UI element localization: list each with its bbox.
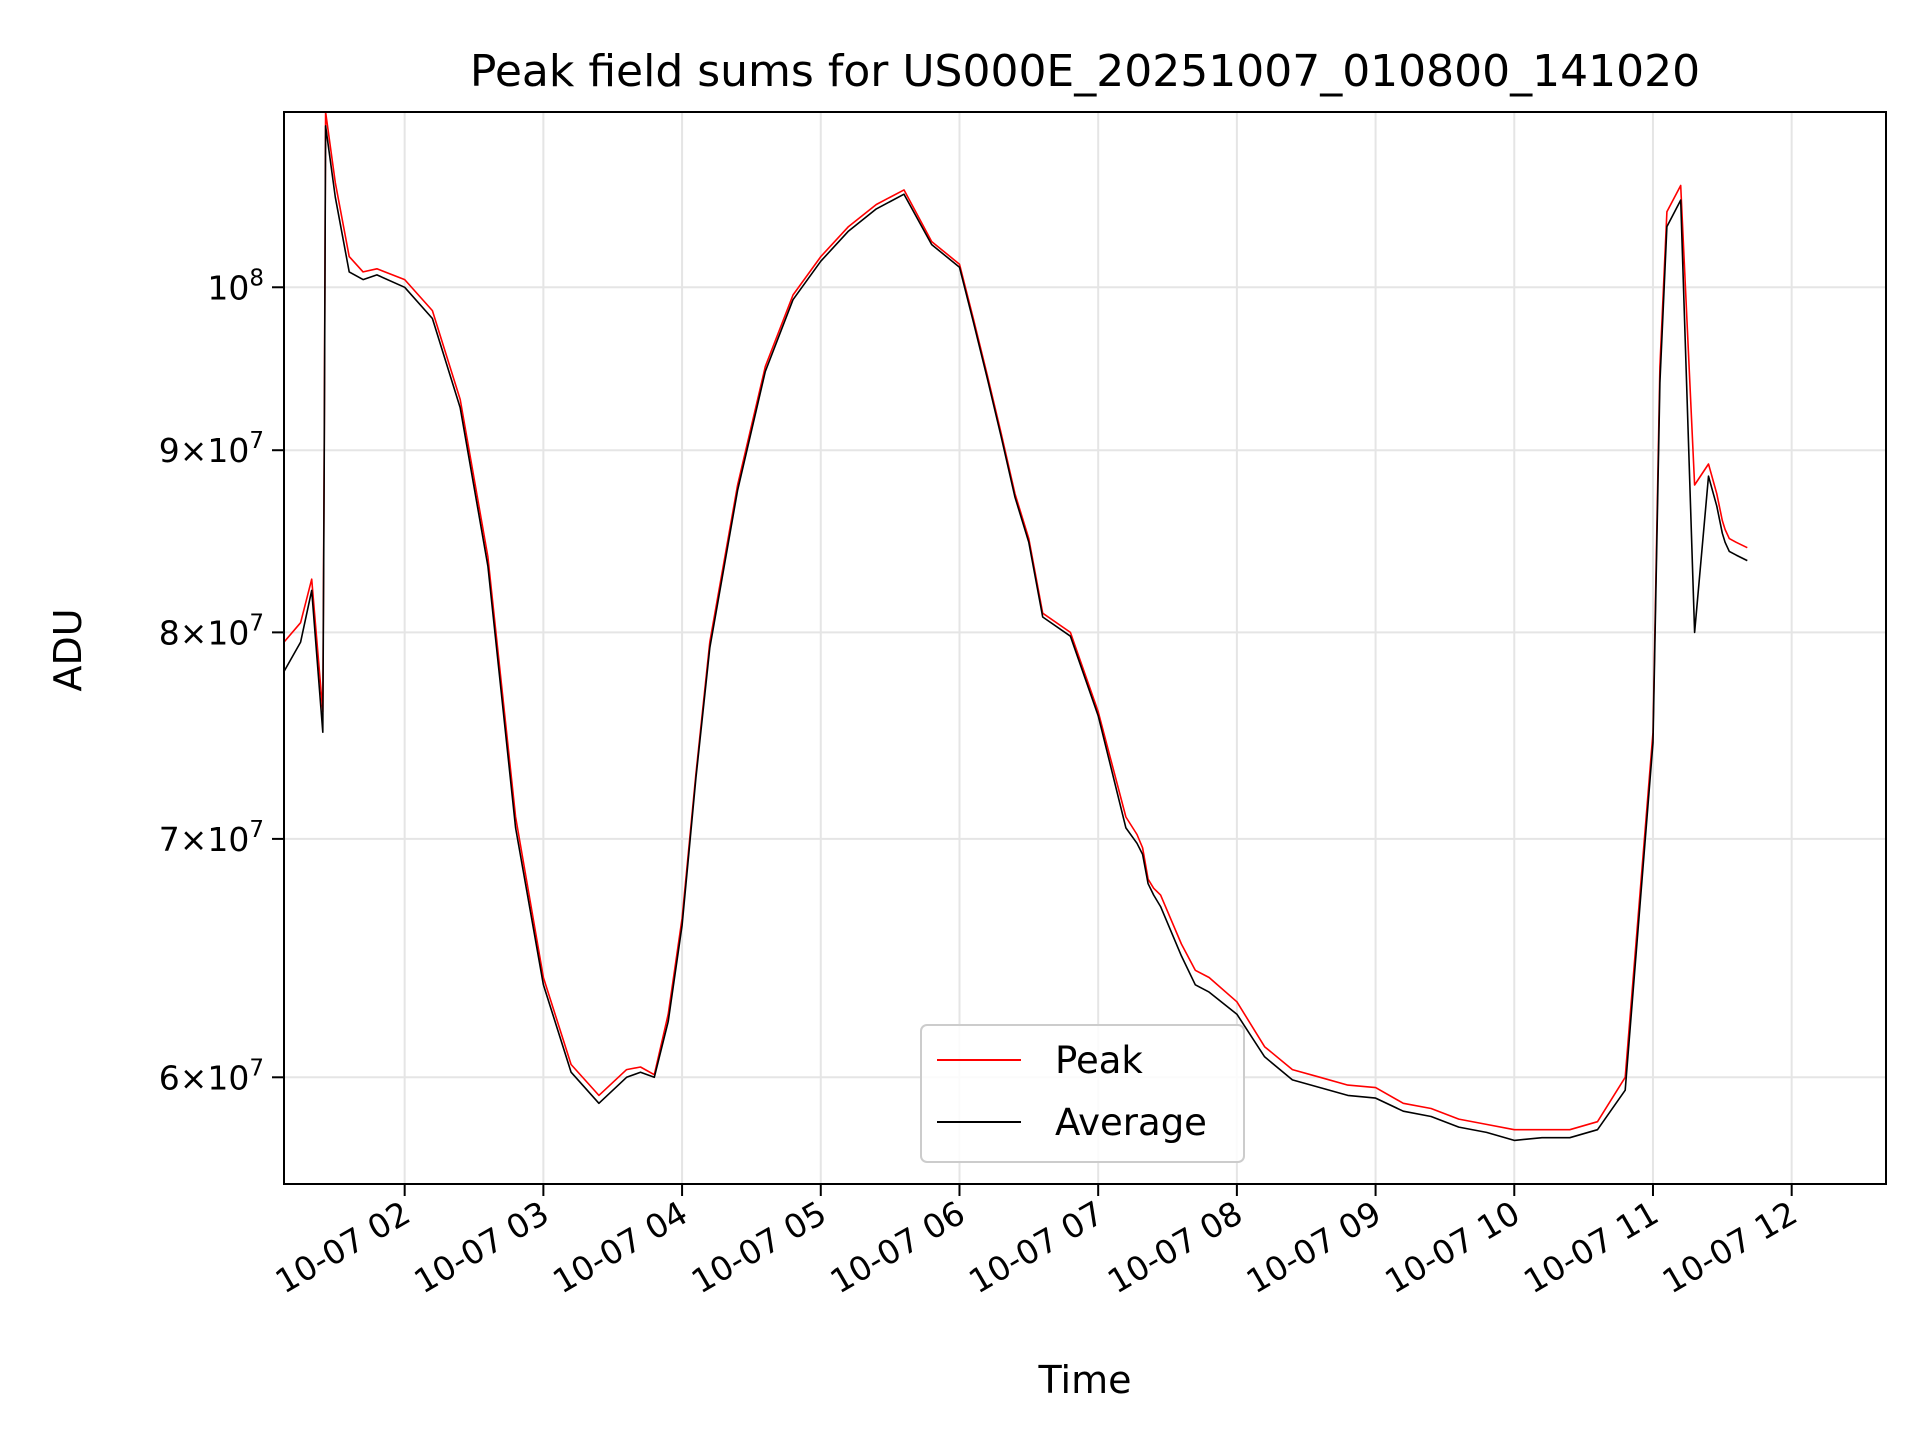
- y-tick-label: 8×107: [159, 610, 264, 652]
- y-tick-label: 6×107: [159, 1055, 264, 1097]
- y-axis-ticks: 6×107 7×107 8×107 9×107 108: [159, 265, 284, 1097]
- y-tick-label: 108: [207, 265, 264, 307]
- legend-label-average: Average: [1055, 1101, 1207, 1144]
- chart-title: Peak field sums for US000E_20251007_0108…: [470, 46, 1700, 97]
- series-line-average: [284, 125, 1748, 1142]
- x-axis-label: Time: [1038, 1358, 1132, 1402]
- y-axis-label: ADU: [46, 608, 90, 691]
- legend-label-peak: Peak: [1055, 1039, 1143, 1082]
- plot-frame: [283, 111, 1887, 1185]
- grid-lines: [284, 112, 1886, 1184]
- series-lines: [284, 112, 1748, 1142]
- y-tick-label: 9×107: [159, 428, 264, 470]
- legend: Peak Average: [920, 1024, 1245, 1163]
- y-tick-label: 7×107: [159, 817, 264, 859]
